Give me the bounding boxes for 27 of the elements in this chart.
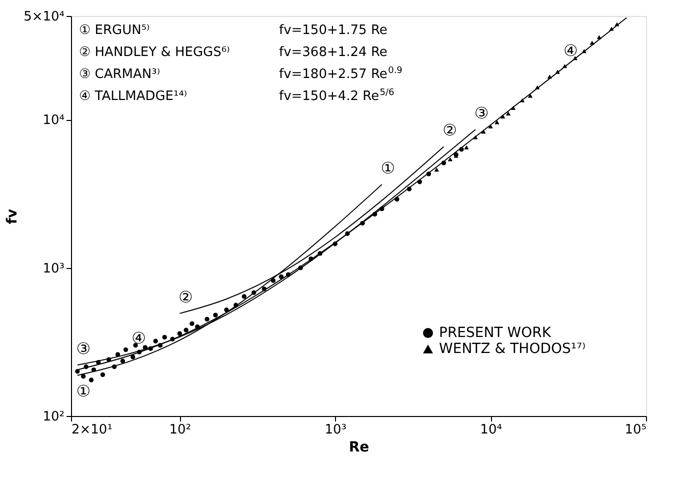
annotation: fv=368+1.24 Re: [279, 45, 388, 60]
y-tick-label: 10⁴: [42, 113, 64, 128]
annotation: ②: [442, 120, 457, 140]
x-tick-label: 10²: [169, 422, 192, 438]
x-axis-title: Re: [348, 440, 370, 456]
annotation: ③: [474, 104, 489, 123]
x-tick-label: 2×10¹: [72, 422, 112, 438]
annotation: ①: [380, 158, 396, 178]
y-tick-label: 5×10⁴: [24, 10, 64, 24]
annotation: fv=150+1.75 Re: [279, 23, 388, 38]
annotation: ④: [132, 328, 146, 348]
annotation: ④: [564, 40, 578, 60]
x-tick-label: 10⁵: [624, 422, 646, 438]
annotation: ④ TALLMADGE¹⁴⁾: [79, 89, 188, 104]
annotation: ③: [76, 338, 91, 358]
annotation: ② HANDLEY & HEGGS⁶⁾: [79, 45, 230, 60]
y-axis-title: fv: [4, 208, 21, 224]
x-tick-label: 10³: [324, 422, 346, 438]
legend-label: WENTZ & THODOS¹⁷⁾: [439, 341, 586, 357]
annotation: ②: [178, 287, 193, 306]
y-tick-label: 10³: [42, 261, 64, 276]
annotation: ③ CARMAN³⁾: [79, 67, 160, 82]
y-tick-label: 10²: [42, 410, 64, 424]
annotation: ①: [76, 381, 91, 400]
legend-label: PRESENT WORK: [439, 325, 552, 341]
x-tick-label: 10⁴: [480, 422, 502, 438]
annotation: ① ERGUN⁵⁾: [79, 23, 150, 38]
